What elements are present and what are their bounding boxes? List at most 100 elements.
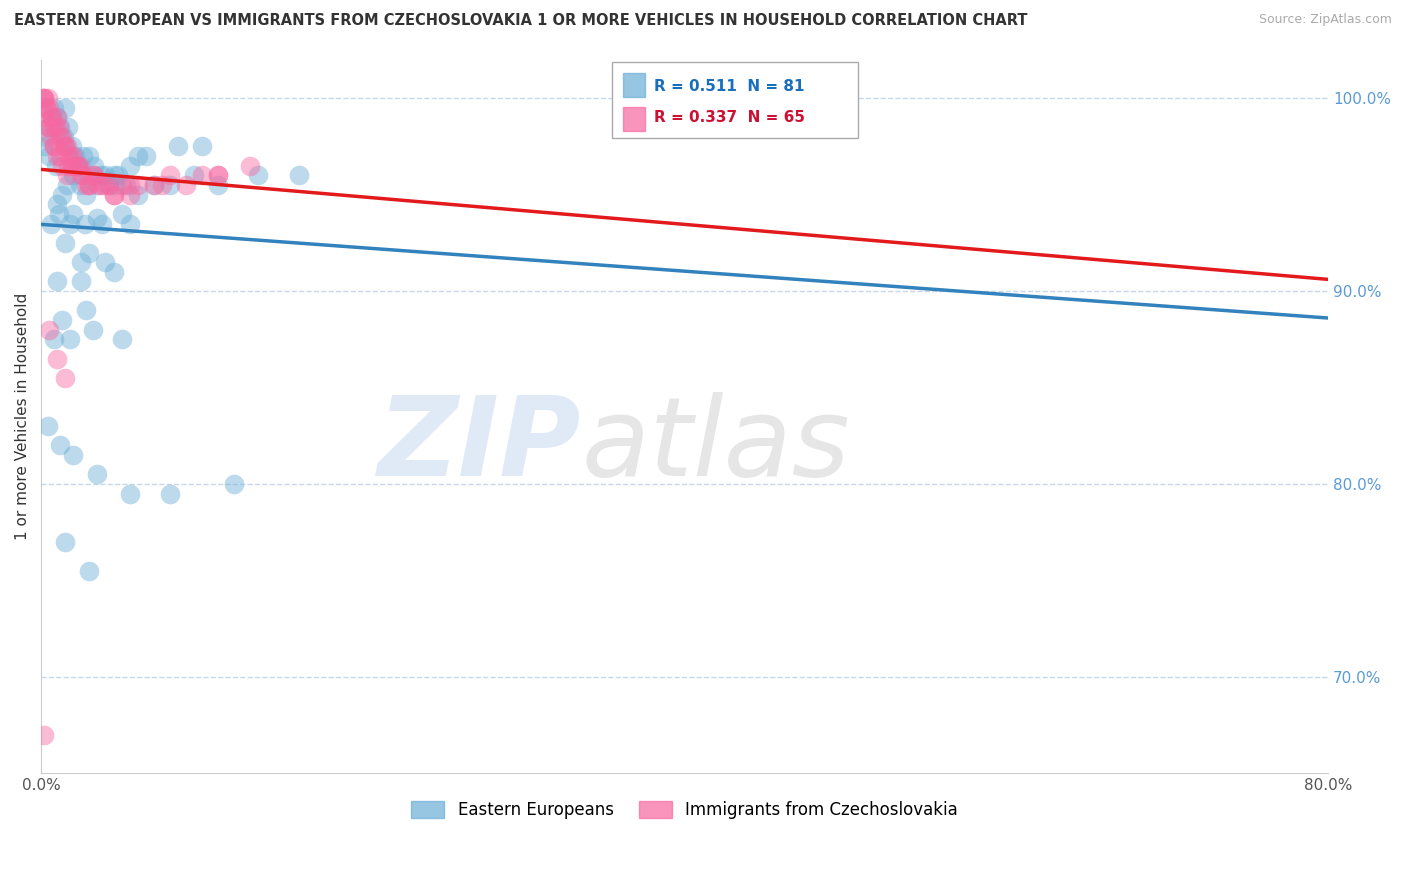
Point [48,207,70,221]
Point [63,149,86,163]
Point [53,139,76,153]
Point [62,149,84,163]
Point [39,129,62,144]
Point [53,371,76,385]
Point [79,169,101,183]
Point [70,255,93,269]
Point [118,178,141,192]
Point [51,187,73,202]
Point [72,169,94,183]
Point [150,178,173,192]
Point [166,139,188,153]
Point [39,111,62,125]
Point [31,91,53,105]
Point [35,129,58,144]
Point [127,178,149,192]
Point [82,323,104,337]
Point [191,139,214,153]
Point [86,178,108,192]
Point [39,217,62,231]
Point [62,448,84,462]
Point [118,187,141,202]
Point [287,169,309,183]
Point [75,187,97,202]
Point [48,120,70,135]
Point [42,332,65,346]
Legend: Eastern Europeans, Immigrants from Czechoslovakia: Eastern Europeans, Immigrants from Czech… [405,794,965,826]
Point [86,467,108,482]
Point [65,159,87,173]
Point [191,169,214,183]
Y-axis label: 1 or more Vehicles in Household: 1 or more Vehicles in Household [15,293,30,541]
Point [82,169,104,183]
Point [46,111,69,125]
Point [67,159,90,173]
Point [53,235,76,250]
Point [110,332,132,346]
Point [52,139,75,153]
Point [42,139,65,153]
Point [142,178,165,192]
Text: EASTERN EUROPEAN VS IMMIGRANTS FROM CZECHOSLOVAKIA 1 OR MORE VEHICLES IN HOUSEHO: EASTERN EUROPEAN VS IMMIGRANTS FROM CZEC… [14,13,1028,29]
Point [79,178,101,192]
Point [79,178,101,192]
Point [38,101,60,115]
Point [79,564,101,578]
Point [51,159,73,173]
Point [142,178,165,192]
Point [49,129,72,144]
Point [41,111,63,125]
Point [174,178,197,192]
Point [91,178,114,192]
Point [58,149,80,163]
Point [35,101,58,115]
Point [52,129,75,144]
Point [104,178,127,192]
Point [91,217,114,231]
Point [32,91,55,105]
Point [70,275,93,289]
Point [70,169,93,183]
Point [94,178,117,192]
Point [67,159,90,173]
Point [41,111,63,125]
Point [53,535,76,549]
Point [49,149,72,163]
Point [247,169,270,183]
Point [37,120,59,135]
Point [51,129,73,144]
Point [159,486,181,500]
Point [46,197,69,211]
Point [46,111,69,125]
Point [38,120,60,135]
Point [127,187,149,202]
Text: Source: ZipAtlas.com: Source: ZipAtlas.com [1258,13,1392,27]
Point [42,139,65,153]
Point [45,159,67,173]
Point [46,351,69,366]
Text: atlas: atlas [582,392,851,499]
Point [46,275,69,289]
Point [34,728,56,742]
Point [58,120,80,135]
Point [42,120,65,135]
Point [83,159,105,173]
Point [62,207,84,221]
Point [159,178,181,192]
Point [65,159,87,173]
Point [135,149,157,163]
Point [34,111,56,125]
Point [115,178,138,192]
Point [79,245,101,260]
Point [103,169,125,183]
Point [59,332,82,346]
Point [59,217,82,231]
Point [94,169,117,183]
Point [97,178,120,192]
Point [37,419,59,434]
Point [127,149,149,163]
Point [45,120,67,135]
Point [83,169,105,183]
Point [56,178,79,192]
Point [90,169,112,183]
